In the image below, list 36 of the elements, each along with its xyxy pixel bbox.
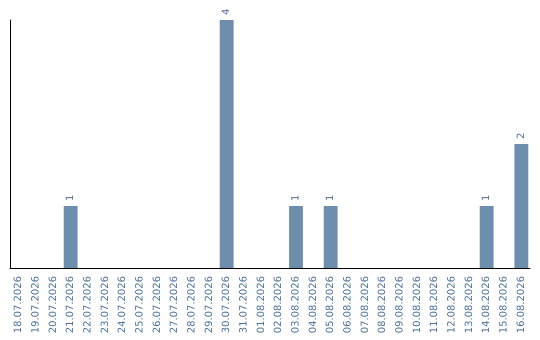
x-tick-label: 10.08.2026 xyxy=(412,276,423,334)
x-tick-label: 11.08.2026 xyxy=(429,276,440,334)
x-tick-label: 28.07.2026 xyxy=(186,276,198,334)
data-label: 2 xyxy=(516,132,527,139)
data-label: 1 xyxy=(65,194,76,201)
x-tick-label: 18.07.2026 xyxy=(13,276,24,334)
x-tick-label: 30.07.2026 xyxy=(221,276,232,334)
x-tick-label: 25.07.2026 xyxy=(134,276,146,334)
x-tick-label: 15.08.2026 xyxy=(498,276,510,334)
x-tick-label: 02.08.2026 xyxy=(273,276,284,334)
x-tick-label: 09.08.2026 xyxy=(394,276,406,334)
data-label: 1 xyxy=(290,194,302,201)
x-tick-label: 03.08.2026 xyxy=(290,276,302,334)
x-tick-label: 13.08.2026 xyxy=(464,276,475,334)
x-tick-label: 24.07.2026 xyxy=(117,276,128,334)
x-tick-label: 20.07.2026 xyxy=(48,276,59,334)
x-tick-label: 12.08.2026 xyxy=(446,276,458,334)
x-tick-label: 27.07.2026 xyxy=(169,276,180,334)
x-tick-label: 16.08.2026 xyxy=(516,276,527,334)
x-tick-label: 21.07.2026 xyxy=(65,276,76,334)
x-tick-label: 06.08.2026 xyxy=(342,276,354,334)
x-tick-label: 14.08.2026 xyxy=(481,276,492,334)
x-tick-label: 08.08.2026 xyxy=(377,276,388,334)
x-tick-label: 19.07.2026 xyxy=(30,276,42,334)
x-tick-label: 31.07.2026 xyxy=(238,276,250,334)
x-tick-label: 23.07.2026 xyxy=(100,276,111,334)
x-tick-label: 05.08.2026 xyxy=(325,276,336,334)
x-tick-label: 29.07.2026 xyxy=(204,276,215,334)
x-tick-label: 04.08.2026 xyxy=(308,276,319,334)
x-tick-label: 07.08.2026 xyxy=(360,276,371,334)
data-label: 1 xyxy=(325,194,336,201)
x-tick-label: 22.07.2026 xyxy=(82,276,94,334)
x-tick-label: 01.08.2026 xyxy=(256,276,267,334)
data-label: 1 xyxy=(481,194,492,201)
x-tick-label: 26.07.2026 xyxy=(152,276,163,334)
data-label: 4 xyxy=(221,8,232,15)
